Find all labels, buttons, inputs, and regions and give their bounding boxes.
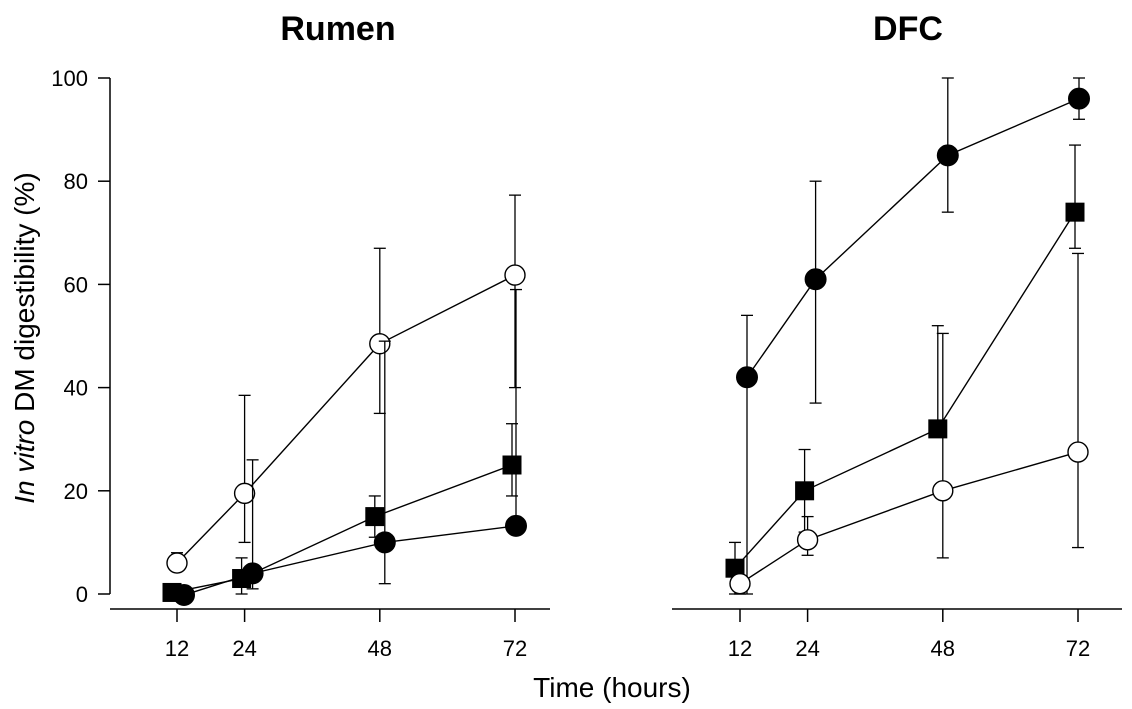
y-tick-label: 80 — [64, 169, 88, 194]
series-line — [171, 464, 513, 594]
x-tick-label: 24 — [232, 636, 256, 661]
data-point-open-circle — [504, 264, 526, 286]
data-point-filled-circle — [373, 531, 396, 554]
plot-layer: 0 20 40 60 80 100 12 24 48 72 12 24 48 72 — [51, 66, 1122, 661]
data-point-filled-circle — [936, 144, 959, 167]
series-line — [183, 525, 517, 596]
x-axis-title: Time (hours) — [533, 672, 691, 703]
x-tick-label: 48 — [368, 636, 392, 661]
data-point-open-circle — [1067, 441, 1089, 463]
data-point-filled-circle — [241, 562, 264, 585]
data-point-square — [365, 507, 385, 527]
data-point-filled-circle — [505, 514, 527, 537]
y-tick-label: 0 — [76, 582, 88, 607]
data-point-square — [795, 481, 815, 501]
y-tick-label: 40 — [64, 376, 88, 401]
x-tick-label: 24 — [795, 636, 819, 661]
data-point-open-circle — [166, 552, 188, 574]
panel-title-rumen: Rumen — [280, 10, 395, 48]
series-line — [739, 451, 1079, 585]
y-axis-title: In vitro DM digestibility (%) — [9, 172, 40, 503]
x-tick-label: 12 — [165, 636, 189, 661]
series-line — [746, 97, 1080, 378]
data-point-filled-circle — [804, 268, 827, 291]
data-point-open-circle — [796, 529, 819, 551]
y-tick-label: 20 — [64, 479, 88, 504]
x-tick-label: 72 — [503, 636, 527, 661]
data-point-filled-circle — [1068, 87, 1090, 110]
panel-title-dfc: DFC — [873, 10, 943, 48]
data-point-open-circle — [932, 480, 954, 502]
data-point-filled-circle — [173, 584, 195, 607]
y-axis-title-italic: In vitro — [9, 420, 40, 504]
y-tick-label: 100 — [51, 66, 88, 91]
data-point-open-circle — [369, 333, 391, 355]
data-point-filled-circle — [736, 366, 758, 389]
series-line — [734, 211, 1076, 569]
data-point-open-circle — [729, 572, 751, 595]
x-tick-label: 48 — [931, 636, 955, 661]
x-tick-label: 12 — [728, 636, 752, 661]
data-point-square — [1065, 202, 1085, 222]
y-tick-label: 60 — [64, 272, 88, 297]
series-line — [176, 274, 516, 564]
x-tick-label: 72 — [1066, 636, 1090, 661]
data-point-open-circle — [233, 482, 256, 505]
data-point-square — [928, 419, 948, 439]
y-axis-title-rest: DM digestibility (%) — [9, 172, 40, 419]
data-point-square — [502, 455, 522, 475]
